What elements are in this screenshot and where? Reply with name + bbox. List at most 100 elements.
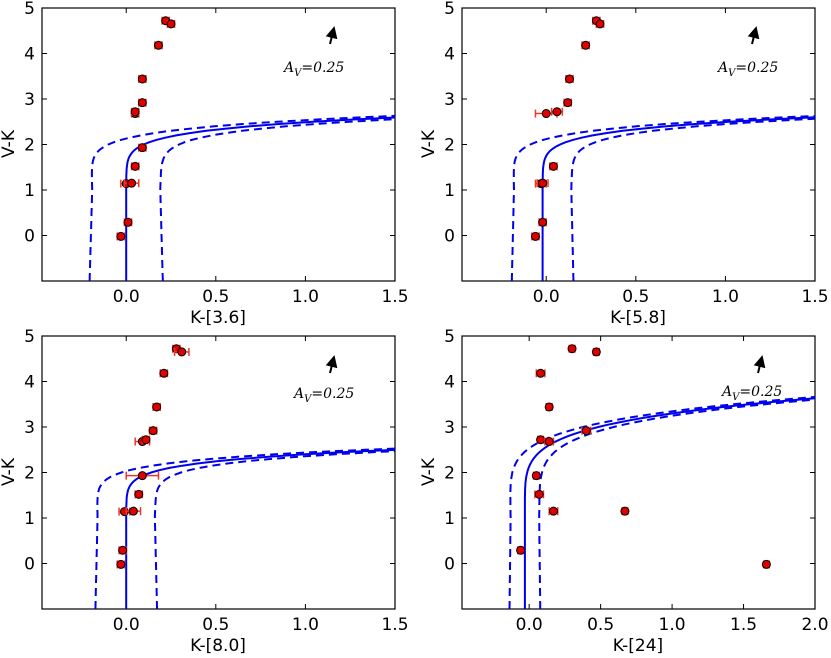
reddening-arrow-icon bbox=[747, 26, 760, 45]
chart-marks: 0.0 0.5 1.0 1.5 0 1 2 3 4 5 bbox=[444, 0, 828, 307]
x-tick-label: 0.5 bbox=[202, 615, 229, 635]
plot-area bbox=[41, 335, 396, 610]
data-point bbox=[516, 545, 526, 555]
x-tick-label: 1.5 bbox=[381, 287, 408, 307]
data-point bbox=[581, 426, 591, 436]
y-tick-label: 0 bbox=[444, 227, 455, 247]
y-tick-label: 3 bbox=[444, 418, 455, 438]
y-axis-label: V-K bbox=[419, 129, 439, 158]
chart-marks: 0.0 0.5 1.0 1.5 0 1 2 3 4 5 bbox=[24, 327, 408, 635]
x-axis-label: K-[24] bbox=[613, 636, 663, 656]
model-curve bbox=[125, 448, 395, 609]
data-point bbox=[581, 40, 591, 50]
y-tick-label: 2 bbox=[24, 464, 35, 484]
x-tick-label: 0.5 bbox=[202, 287, 229, 307]
x-tick-label: 0.0 bbox=[516, 615, 543, 635]
y-tick-label: 2 bbox=[24, 136, 35, 156]
y-tick-label: 0 bbox=[24, 227, 35, 247]
data-point bbox=[153, 40, 163, 50]
data-point bbox=[565, 74, 575, 84]
data-point bbox=[544, 437, 554, 447]
plot-area bbox=[41, 7, 396, 282]
y-tick-label: 4 bbox=[24, 45, 35, 65]
y-tick-label: 4 bbox=[24, 373, 35, 393]
y-axis-label: V-K bbox=[419, 457, 439, 486]
extinction-label: AV=0.25 bbox=[292, 386, 354, 405]
data-point bbox=[141, 435, 151, 445]
model-curve-upper bbox=[159, 118, 395, 281]
data-point bbox=[130, 107, 140, 117]
reddening-annotation: AV=0.25 bbox=[720, 355, 782, 403]
data-point bbox=[567, 344, 577, 354]
y-tick-label: 2 bbox=[444, 464, 455, 484]
data-point bbox=[137, 471, 147, 481]
model-curve-lower bbox=[94, 447, 395, 609]
data-point bbox=[137, 143, 147, 153]
panel-k24: 0.0 0.5 1.0 1.5 2.0 0 1 2 3 4 5 K-[24] V-K AV=0.25 bbox=[419, 327, 829, 656]
panel-k80: 0.0 0.5 1.0 1.5 0 1 2 3 4 5 K-[8.0] V-K AV=0.25 bbox=[0, 327, 409, 656]
data-point bbox=[137, 98, 147, 108]
model-curve bbox=[523, 397, 815, 609]
x-tick-label: 1.5 bbox=[730, 615, 757, 635]
data-point bbox=[595, 19, 605, 29]
data-point bbox=[148, 426, 158, 436]
model-curve-upper bbox=[538, 398, 815, 609]
data-point bbox=[548, 506, 558, 516]
data-point bbox=[166, 19, 176, 29]
y-tick-label: 5 bbox=[444, 327, 455, 347]
y-tick-label: 0 bbox=[24, 555, 35, 575]
x-tick-label: 2.0 bbox=[801, 615, 828, 635]
x-axis-label: K-[5.8] bbox=[610, 308, 666, 328]
data-point bbox=[534, 489, 544, 499]
data-point bbox=[130, 161, 140, 171]
x-tick-label: 0.5 bbox=[587, 615, 614, 635]
x-tick-label: 1.5 bbox=[381, 615, 408, 635]
data-point bbox=[536, 435, 546, 445]
model-curve-upper bbox=[570, 117, 815, 281]
x-tick-label: 0.5 bbox=[622, 287, 649, 307]
y-tick-label: 5 bbox=[24, 0, 35, 19]
data-point bbox=[530, 231, 540, 241]
reddening-annotation: AV=0.25 bbox=[282, 26, 344, 79]
y-tick-label: 1 bbox=[24, 181, 35, 201]
y-tick-label: 1 bbox=[444, 509, 455, 529]
y-tick-label: 4 bbox=[444, 373, 455, 393]
data-point bbox=[552, 107, 562, 117]
model-curve-lower bbox=[508, 395, 815, 609]
plot-area bbox=[461, 335, 816, 610]
data-point bbox=[536, 368, 546, 378]
x-tick-label: 1.0 bbox=[712, 287, 739, 307]
data-point bbox=[127, 178, 137, 188]
y-axis-label: V-K bbox=[0, 457, 19, 486]
data-point bbox=[118, 545, 128, 555]
y-tick-label: 5 bbox=[444, 0, 455, 19]
data-point bbox=[761, 559, 771, 569]
data-point bbox=[548, 161, 558, 171]
data-point bbox=[538, 217, 548, 227]
data-point bbox=[116, 231, 126, 241]
y-tick-label: 1 bbox=[444, 181, 455, 201]
plot-area bbox=[461, 7, 816, 282]
y-tick-label: 3 bbox=[24, 418, 35, 438]
extinction-label: AV=0.25 bbox=[720, 384, 782, 403]
panel-k58: 0.0 0.5 1.0 1.5 0 1 2 3 4 5 K-[5.8] V-K AV=0.25 bbox=[419, 0, 829, 328]
reddening-arrow-icon bbox=[753, 355, 766, 374]
data-point bbox=[541, 109, 551, 119]
chart-marks: 0.0 0.5 1.0 1.5 0 1 2 3 4 5 bbox=[24, 0, 408, 307]
y-tick-label: 5 bbox=[24, 327, 35, 347]
model-curve-upper bbox=[153, 450, 395, 609]
panel-k36: 0.0 0.5 1.0 1.5 0 1 2 3 4 5 K-[3.6] V-K AV=0.25 bbox=[0, 0, 409, 328]
data-point bbox=[137, 74, 147, 84]
x-tick-label: 0.0 bbox=[113, 287, 140, 307]
chart-marks: 0.0 0.5 1.0 1.5 2.0 0 1 2 3 4 5 bbox=[444, 327, 828, 635]
x-tick-label: 1.0 bbox=[292, 615, 319, 635]
reddening-annotation: AV=0.25 bbox=[292, 355, 354, 405]
data-point bbox=[159, 368, 169, 378]
model-curve-lower bbox=[510, 114, 815, 281]
x-tick-label: 0.0 bbox=[113, 615, 140, 635]
model-curve-lower bbox=[88, 114, 395, 281]
data-point bbox=[620, 506, 630, 516]
y-tick-label: 4 bbox=[444, 45, 455, 65]
reddening-arrow-icon bbox=[325, 355, 338, 374]
